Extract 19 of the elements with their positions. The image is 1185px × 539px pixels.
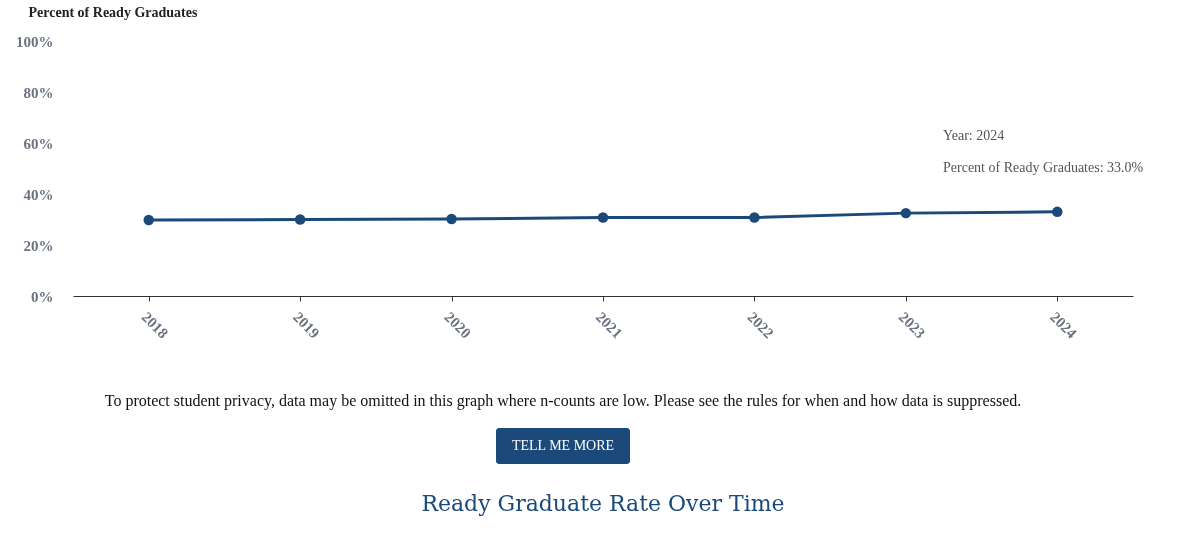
point — [597, 212, 609, 223]
point — [446, 213, 457, 225]
point — [900, 207, 912, 219]
point — [294, 214, 306, 225]
y-tick-label: 40% — [23, 186, 54, 203]
y-tick-label: 100% — [16, 33, 54, 50]
point — [143, 214, 154, 226]
y-tick-label: 60% — [23, 135, 54, 152]
text: To protect student privacy, data may be omitted in this graph where n-counts are low. Please see the rules for when and how data is suppressed. — [104, 392, 1022, 410]
annotation: Percent of Ready Graduates: 33.0% — [943, 160, 1144, 175]
y-axis-title: Percent of Ready Graduates — [28, 4, 198, 20]
annotation: Year: 2024 — [943, 128, 1005, 143]
text: TELL ME MORE — [511, 438, 615, 453]
y-tick-label: 80% — [23, 84, 54, 101]
point — [749, 212, 760, 223]
text: Ready Graduate Rate Over Time — [421, 491, 785, 516]
y-tick-label: 0% — [31, 288, 54, 305]
y-tick-label: 20% — [23, 237, 54, 254]
point — [1052, 206, 1063, 218]
